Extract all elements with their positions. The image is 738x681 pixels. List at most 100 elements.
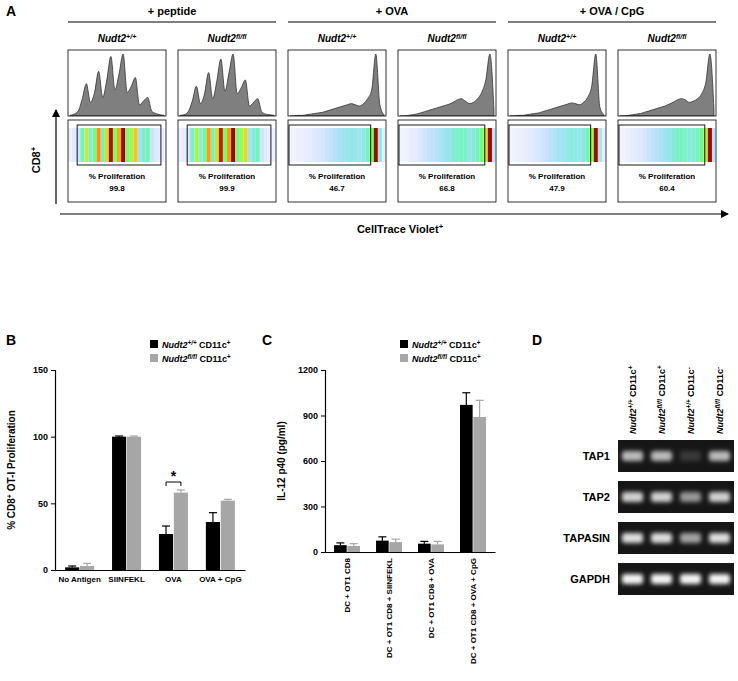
gel-strip: [618, 563, 734, 595]
dotplot-density: [508, 128, 606, 162]
density-cell: [476, 128, 480, 162]
genotype-label: Nudt2fl/fl: [428, 33, 468, 45]
error-bar: [130, 436, 138, 438]
legend-label: Nudt2+/+ CD11c+: [412, 338, 481, 350]
density-cell: [459, 128, 463, 162]
text-part: CD: [30, 157, 42, 173]
genotype: +/+: [626, 399, 633, 408]
group-title: + OVA: [376, 5, 409, 17]
figure: ABCD+ peptideNudt2+/+% Proliferation99.8…: [0, 0, 738, 681]
y-arrow: [55, 110, 56, 204]
bar: [334, 545, 347, 552]
density-cell: [582, 128, 586, 162]
density-cell: [638, 128, 642, 162]
density-cell: [541, 128, 545, 162]
proliferation-value: 60.4: [659, 184, 675, 193]
y-tick: 100: [33, 432, 55, 442]
lane-label: Nudt2fl/fl CD11c-: [713, 367, 725, 434]
gene-label: TAPASIN: [563, 532, 610, 544]
density-cell: [146, 128, 150, 162]
text-part: 99.8: [109, 184, 125, 193]
axis-title: CD8+: [29, 146, 43, 173]
density-cell: [333, 128, 337, 162]
text-part: % Proliferation: [419, 172, 476, 181]
gel-band: [709, 574, 730, 584]
bar: [389, 542, 402, 552]
density-cell: [252, 128, 256, 162]
dotplot-frame: [398, 120, 496, 202]
stat-label: % Proliferation: [89, 172, 146, 181]
dotplot-frame: [508, 120, 606, 202]
density-cell: [643, 128, 647, 162]
tick-label: 1200: [298, 365, 318, 375]
density-cell: [349, 128, 353, 162]
histogram-plot: [400, 54, 494, 116]
error-bar: [336, 543, 344, 545]
dotplot-density: [288, 128, 386, 162]
density-cell: [105, 128, 109, 162]
gate: [399, 125, 485, 165]
tick-label: DC + OT1 CD8 + OVA: [427, 558, 436, 639]
density-cell: [142, 128, 146, 162]
text-part: 47.9: [549, 184, 565, 193]
density-cell: [549, 128, 553, 162]
gene-name: Nudt2: [428, 33, 457, 44]
panel-letter: B: [6, 332, 16, 348]
gene-name: Nudt2: [412, 354, 438, 364]
bar-chart: 050100150No AntigenSIINFEKLOVAOVA + CpG: [33, 365, 246, 583]
density-cell: [675, 128, 679, 162]
density-cell: [264, 128, 268, 162]
density-cell: [683, 128, 687, 162]
gel-band: [680, 492, 701, 502]
density-cell: [68, 128, 72, 162]
tick-label: 0: [43, 565, 48, 575]
text-part: + OVA: [376, 5, 409, 17]
genotype-label: Nudt2fl/fl: [208, 33, 248, 45]
tick-label: DC + OT1 CD8 + SIINFEKL: [385, 558, 394, 658]
gel-strip: [618, 481, 734, 513]
density-cell: [414, 128, 418, 162]
error-cap: [162, 525, 170, 526]
panel-letter: A: [6, 3, 16, 19]
gel-band: [709, 492, 730, 502]
density-cell: [598, 128, 602, 162]
density-cell: [569, 128, 573, 162]
axis-line: [326, 552, 496, 553]
gel-strip: [618, 440, 734, 472]
tick-label: OVA + CpG: [199, 575, 241, 584]
gel-band: [651, 451, 672, 461]
text-part: GAPDH: [570, 573, 610, 585]
density-cell: [194, 128, 198, 162]
error-line: [212, 513, 213, 522]
proliferation-value: 99.9: [219, 184, 235, 193]
x-arrow: [60, 213, 728, 214]
error-line: [165, 526, 166, 534]
lane-label: Nudt2+/+ CD11c+: [626, 365, 638, 434]
genotype: fl/fl: [438, 352, 448, 359]
density-cell: [443, 128, 447, 162]
histogram: [290, 54, 384, 116]
gene-name: Nudt2: [628, 409, 638, 435]
density-cell: [317, 128, 321, 162]
error-bar: [83, 563, 91, 566]
text-part: + OVA / CpG: [580, 5, 644, 17]
histogram-frame: [178, 50, 276, 116]
text-part: CD11: [197, 354, 222, 364]
superscript: +: [626, 365, 633, 369]
error-bar: [209, 513, 217, 522]
dotplot-frame: [178, 120, 276, 202]
legend: Nudt2+/+ CD11c+Nudt2fl/fl CD11c+: [400, 338, 481, 364]
gel-band: [622, 574, 643, 584]
density-cell: [488, 128, 492, 162]
text-part: % Proliferation: [89, 172, 146, 181]
density-cell: [308, 128, 312, 162]
axis-title: % CD8+ OT-I Proliferation: [6, 410, 18, 530]
density-cell: [93, 128, 97, 162]
x-tick: OVA: [165, 570, 182, 584]
density-cell: [72, 128, 76, 162]
density-cell: [406, 128, 410, 162]
gel-band: [680, 451, 701, 461]
genotype: +/+: [684, 399, 691, 408]
legend: Nudt2+/+ CD11c+Nudt2fl/fl CD11c+: [150, 338, 231, 364]
density-cell: [537, 128, 541, 162]
